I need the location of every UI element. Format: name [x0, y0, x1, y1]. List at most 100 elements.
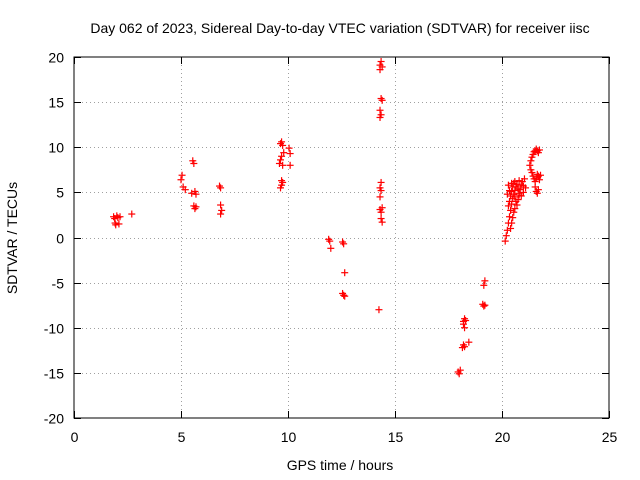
data-point: [537, 171, 545, 179]
data-point: [519, 188, 527, 196]
data-point: [341, 292, 349, 300]
data-point: [481, 301, 489, 309]
y-tick-label: 20: [48, 50, 64, 66]
data-point: [514, 196, 522, 204]
x-tick-label: 0: [71, 429, 79, 445]
data-point: [509, 214, 517, 222]
y-tick-label: 5: [56, 185, 64, 201]
data-point: [462, 317, 470, 325]
grid: [74, 57, 609, 418]
data-point: [502, 232, 510, 240]
data-point: [526, 161, 534, 169]
y-tick-label: 0: [56, 231, 64, 247]
data-point: [505, 187, 513, 195]
data-point: [377, 58, 385, 66]
data-point: [275, 159, 283, 167]
y-tick-label: 15: [48, 95, 64, 111]
data-point: [378, 96, 386, 104]
data-point: [528, 169, 536, 177]
data-point: [278, 181, 286, 189]
data-point: [181, 186, 189, 194]
data-point: [535, 146, 543, 154]
data-point: [461, 343, 469, 351]
data-point: [188, 189, 196, 197]
x-tick-label: 10: [281, 429, 297, 445]
data-point: [535, 176, 543, 184]
data-point: [340, 291, 348, 299]
data-point: [177, 176, 185, 184]
y-tick-label: -5: [52, 276, 65, 292]
data-point: [280, 149, 288, 157]
data-point: [505, 197, 513, 205]
data-points: [110, 58, 545, 378]
data-point: [375, 306, 383, 314]
data-point: [192, 190, 200, 198]
data-point: [533, 189, 541, 197]
data-point: [377, 208, 385, 216]
data-point: [279, 141, 287, 149]
data-point: [527, 157, 535, 165]
data-point: [509, 183, 517, 191]
data-point: [504, 202, 512, 210]
data-point: [378, 218, 386, 226]
data-point: [507, 224, 515, 232]
data-point: [116, 213, 124, 221]
data-point: [376, 113, 384, 121]
data-point: [455, 370, 463, 378]
data-point: [325, 235, 333, 243]
data-point: [190, 159, 198, 167]
data-point: [326, 237, 334, 245]
data-point: [377, 95, 385, 103]
data-point: [461, 324, 469, 332]
data-point: [339, 238, 347, 246]
data-point: [378, 204, 386, 212]
data-point: [503, 226, 511, 234]
data-point: [520, 175, 528, 183]
data-point: [341, 269, 349, 277]
data-point: [522, 184, 530, 192]
data-point: [115, 220, 123, 228]
data-point: [534, 186, 542, 194]
y-tick-label: -10: [44, 321, 64, 337]
data-point: [192, 203, 200, 211]
data-point: [503, 190, 511, 198]
data-point: [278, 152, 286, 160]
data-point: [286, 150, 294, 158]
data-point: [128, 210, 136, 218]
data-point: [508, 219, 516, 227]
data-point: [513, 201, 521, 209]
data-point: [110, 213, 118, 221]
data-point: [517, 192, 525, 200]
data-point: [277, 156, 285, 164]
data-point: [481, 277, 489, 285]
data-point: [377, 178, 385, 186]
y-tick-label: -20: [44, 411, 64, 427]
data-point: [278, 138, 286, 146]
data-point: [377, 215, 385, 223]
data-point: [505, 213, 513, 221]
data-point: [480, 281, 488, 289]
x-tick-label: 15: [388, 429, 404, 445]
data-point: [217, 210, 225, 218]
x-tick-label: 25: [602, 429, 618, 445]
x-axis-label: GPS time / hours: [287, 457, 394, 473]
chart-title: Day 062 of 2023, Sidereal Day-to-day VTE…: [90, 20, 589, 36]
data-point: [376, 193, 384, 201]
data-point: [286, 161, 294, 169]
data-point: [279, 161, 287, 169]
data-point: [456, 366, 464, 374]
data-point: [378, 63, 386, 71]
data-point: [327, 244, 335, 252]
data-point: [218, 206, 226, 214]
data-point: [216, 182, 224, 190]
data-point: [178, 171, 186, 179]
data-point: [376, 106, 384, 114]
data-point: [511, 178, 519, 186]
data-point: [465, 338, 473, 346]
data-point: [501, 237, 509, 245]
data-point: [217, 201, 225, 209]
data-point: [217, 184, 225, 192]
y-tick-label: 10: [48, 140, 64, 156]
data-point: [511, 205, 519, 213]
